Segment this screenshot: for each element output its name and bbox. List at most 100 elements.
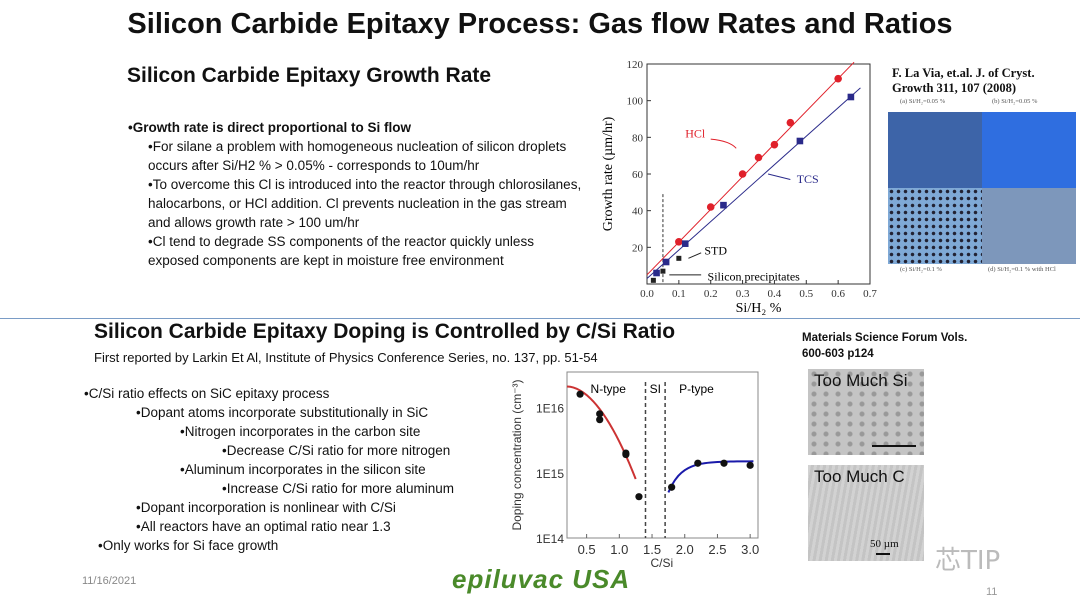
bullet: •Only works for Si face growth xyxy=(98,538,279,553)
data-point-tcs xyxy=(720,201,727,209)
data-point-p-type xyxy=(694,459,702,467)
company-logo: epiluvac USA xyxy=(452,564,631,594)
region-label-p-type: P-type xyxy=(679,382,714,396)
data-point-tcs xyxy=(796,137,804,145)
fit-curve-n-type xyxy=(566,385,637,480)
y-tick-label: 120 xyxy=(627,59,644,71)
bullet: •Increase C/Si ratio for more aluminum xyxy=(222,481,455,496)
x-tick-label: 0.7 xyxy=(863,288,877,300)
micrograph-panel: (a) Si/H₂=0.05 % (b) Si/H₂=0.05 % (c) Si… xyxy=(888,98,1080,278)
hcl-arrow xyxy=(710,138,737,149)
sem-image-too-much-si: Too Much Si xyxy=(808,369,924,455)
plot-frame xyxy=(566,371,759,539)
std-arrow xyxy=(688,252,702,259)
x-tick-label: 0.0 xyxy=(640,288,654,300)
annotation-silicon-precipitates: Silicon precipitates xyxy=(708,269,801,283)
data-point-std xyxy=(676,255,682,261)
bullet: •Dopant atoms incorporate substitutional… xyxy=(136,405,429,420)
y-tick-label: 60 xyxy=(632,169,644,181)
caption-a: (a) Si/H₂=0.05 % xyxy=(900,98,946,105)
data-point-p-type xyxy=(746,461,754,469)
data-point-n-type xyxy=(576,390,584,398)
bullet: •All reactors have an optimal ratio near… xyxy=(136,519,391,534)
x-axis-label: C/Si xyxy=(651,556,674,570)
section-divider xyxy=(0,318,1080,319)
fit-line-tcs xyxy=(646,87,861,279)
x-tick-label: 0.1 xyxy=(672,288,686,300)
bullet: •C/Si ratio effects on SiC epitaxy proce… xyxy=(84,386,330,401)
data-point-hcl xyxy=(754,153,763,162)
series-label-tcs: TCS xyxy=(797,172,819,186)
data-point-tcs xyxy=(847,93,855,101)
caption-d: (d) Si/H₂=0.1 % with HCl xyxy=(988,266,1056,273)
data-point-n-type xyxy=(596,410,604,418)
data-point-n-type xyxy=(622,450,630,459)
data-point-p-type xyxy=(720,459,728,467)
sem-image-too-much-c: Too Much C 50 µm xyxy=(808,465,924,561)
data-point-hcl xyxy=(738,170,747,178)
x-axis-label: Si/H₂ % xyxy=(736,301,782,316)
y-tick-label: 40 xyxy=(632,206,644,218)
region-label-si: SI xyxy=(650,382,661,396)
x-tick-label: 1.5 xyxy=(643,542,661,557)
data-point-hcl xyxy=(770,140,779,149)
x-tick-label: 3.0 xyxy=(741,542,759,557)
micrograph-a xyxy=(888,112,982,188)
region-label-n-type: N-type xyxy=(591,382,627,396)
x-tick-label: 0.3 xyxy=(736,288,750,300)
series-label-hcl: HCl xyxy=(685,126,706,140)
x-tick-label: 0.5 xyxy=(799,288,813,300)
bullet: •For silane a problem with homogeneous n… xyxy=(148,139,567,173)
growth-rate-heading: Silicon Carbide Epitaxy Growth Rate xyxy=(127,64,492,87)
x-tick-label: 1.0 xyxy=(610,542,628,557)
tcs-arrow xyxy=(767,173,791,180)
watermark: 芯TIP xyxy=(935,546,1001,576)
data-point-std xyxy=(650,277,656,283)
scale-bar-label: 50 µm xyxy=(870,538,899,550)
x-tick-label: 0.6 xyxy=(831,288,845,300)
bullet: •Growth rate is direct proportional to S… xyxy=(128,120,411,135)
y-tick-label: 1E15 xyxy=(536,467,564,481)
slide-title: Silicon Carbide Epitaxy Process: Gas flo… xyxy=(127,8,953,40)
y-tick-label: 100 xyxy=(627,96,644,108)
x-tick-label: 0.4 xyxy=(768,288,782,300)
bullet: •Decrease C/Si ratio for more nitrogen xyxy=(222,443,451,458)
x-tick-label: 0.5 xyxy=(578,542,596,557)
scale-bar xyxy=(872,445,916,447)
y-axis-label: Doping concentration (cm⁻³) xyxy=(510,379,524,530)
data-point-tcs xyxy=(681,240,689,247)
caption-b: (b) Si/H₂=0.05 % xyxy=(992,98,1038,105)
doping-bullets: •C/Si ratio effects on SiC epitaxy proce… xyxy=(84,384,504,555)
data-point-hcl xyxy=(786,118,795,127)
doping-reference: First reported by Larkin Et Al, Institut… xyxy=(94,350,598,365)
plot-frame xyxy=(646,63,871,285)
sem-label: Too Much Si xyxy=(814,371,908,390)
data-point-n-type xyxy=(596,416,604,424)
growth-rate-chart: 0.0 0.1 0.2 0.3 0.4 0.5 0.6 0.7 20 40 60 80 100 120 Si… xyxy=(601,59,877,316)
fit-curve-p-type xyxy=(667,460,754,493)
sem-label: Too Much C xyxy=(814,467,905,486)
doping-heading: Silicon Carbide Epitaxy Doping is Contro… xyxy=(94,320,676,343)
citation-la-via: F. La Via, et.al. J. of Cryst. Growth 31… xyxy=(892,66,1035,95)
y-tick-label: 80 xyxy=(632,132,644,144)
data-point-std xyxy=(660,268,666,274)
data-point-hcl xyxy=(834,74,842,83)
data-point-hcl xyxy=(675,238,683,246)
data-point-tcs xyxy=(653,269,660,277)
micrograph-d xyxy=(982,188,1076,264)
micrograph-b xyxy=(982,112,1076,188)
x-tick-label: 0.2 xyxy=(704,288,718,300)
x-tick-label: 2.0 xyxy=(676,542,694,557)
growth-rate-bullets: •Growth rate is direct proportional to S… xyxy=(128,118,583,270)
bullet: •To overcome this Cl is introduced into … xyxy=(148,177,582,230)
y-tick-label: 1E14 xyxy=(536,532,564,546)
page-number: 11 xyxy=(986,586,998,598)
series-label-std: STD xyxy=(704,244,727,258)
data-point-tcs xyxy=(662,258,670,266)
bullet: •Aluminum incorporates in the silicon si… xyxy=(180,462,426,477)
bullet: •Dopant incorporation is nonlinear with … xyxy=(136,500,396,515)
x-tick-label: 2.5 xyxy=(708,542,726,557)
caption-c: (c) Si/H₂=0.1 % xyxy=(900,266,942,273)
y-tick-label: 1E16 xyxy=(536,402,564,416)
citation-msf: Materials Science Forum Vols. 600-603 p1… xyxy=(802,332,968,360)
